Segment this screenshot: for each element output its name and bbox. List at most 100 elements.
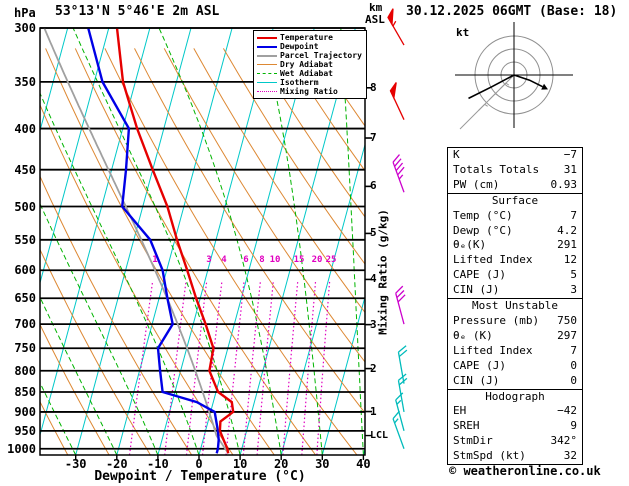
temperature-axis-title: Dewpoint / Temperature (°C): [94, 469, 306, 484]
pressure-tick-label: 350: [14, 74, 36, 89]
wind-barb: [395, 285, 406, 325]
temp-tick-label: 20: [273, 457, 289, 471]
km-tick-label: 8: [370, 80, 377, 94]
pressure-tick-label: 1000: [7, 441, 36, 456]
table-row: Lifted Index 12: [448, 253, 582, 268]
table-section: Most Unstable Pressure (mb) 750 θₑ (K) 297 Li…: [448, 298, 582, 388]
indices-table: K −7 Totals Totals 31 PW (cm) 0.93 Surface Temp…: [447, 147, 583, 466]
wind-barb: [395, 392, 405, 432]
pressure-tick-label: 600: [14, 263, 36, 278]
table-row: Pressure (mb) 750: [448, 314, 582, 329]
table-row: Temp (°C) 7: [448, 209, 582, 224]
table-row-label: CIN (J): [453, 373, 500, 387]
legend-line-sample: [257, 82, 277, 83]
table-row: StmDir 342°: [448, 434, 582, 449]
table-row-label: CAPE (J): [453, 268, 506, 282]
temperature-curve: [115, 28, 235, 454]
table-row-value: 750: [557, 313, 577, 327]
legend-line-sample: [257, 45, 277, 48]
table-section-header: Most Unstable: [471, 299, 559, 313]
km-tick-label: 3: [370, 317, 377, 331]
temp-tick-label: 10: [232, 457, 248, 471]
wind-barbs: [387, 8, 408, 449]
mixing-ratio-label: 1: [152, 255, 158, 265]
pressure-tick-label: 300: [14, 21, 36, 35]
hodograph: [455, 22, 573, 130]
mixing-ratio-label: 6: [243, 255, 249, 265]
pressure-tick-label: 500: [14, 199, 36, 214]
table-row: Dewp (°C) 4.2: [448, 224, 582, 239]
legend-item-label: Mixing Ratio: [280, 87, 338, 96]
legend-item-label: Temperature: [280, 33, 333, 42]
wind-barb: [389, 82, 405, 120]
table-row-label: CAPE (J): [453, 358, 506, 372]
table-section-header: Hodograph: [485, 389, 545, 403]
hodograph-unit-label: kt: [456, 26, 470, 39]
table-row: CIN (J) 0: [448, 374, 582, 389]
table-row-label: θₑ (K): [453, 328, 493, 342]
isotherms: [40, 28, 365, 455]
table-row: Lifted Index 7: [448, 344, 582, 359]
legend-line-sample: [257, 54, 277, 57]
mixing-ratio-label: 4: [221, 255, 227, 265]
legend-line-sample: [257, 91, 277, 92]
table-row: Totals Totals 31: [448, 163, 582, 178]
legend-item: Dry Adiabat: [254, 60, 366, 69]
table-row-label: SREH: [453, 419, 480, 433]
table-row: StmSpd (kt) 32: [448, 449, 582, 464]
mixing-ratio-label: 3: [206, 255, 212, 265]
hodograph-scale-barb: [488, 93, 499, 101]
legend-item-label: Dry Adiabat: [280, 60, 333, 69]
km-tick-label: 2: [370, 361, 377, 375]
altitude-axis-unit-asl: ASL: [365, 13, 385, 26]
legend-item: Mixing Ratio: [254, 87, 366, 96]
table-row: CIN (J) 3: [448, 283, 582, 298]
table-row-label: Pressure (mb): [453, 313, 540, 327]
legend-item: Dewpoint: [254, 42, 366, 51]
pressure-tick-label: 400: [14, 121, 36, 136]
legend: Temperature Dewpoint Parcel Trajectory Dry …: [253, 30, 367, 99]
table-row: EH −42: [448, 404, 582, 419]
legend-line-sample: [257, 36, 277, 39]
pressure-tick-label: 450: [14, 162, 36, 177]
table-row-value: 7: [570, 343, 577, 357]
pressure-tick-label: 550: [14, 232, 36, 247]
legend-item-label: Dewpoint: [280, 42, 319, 51]
mixing-ratio-lines: [128, 280, 331, 455]
table-row-value: 31: [563, 162, 577, 176]
table-section: Surface Temp (°C) 7 Dewp (°C) 4.2 θₑ(K) 291 Lif…: [448, 192, 582, 298]
table-section: K −7 Totals Totals 31 PW (cm) 0.93: [448, 148, 582, 193]
pressure-tick-label: 700: [14, 317, 36, 332]
mixing-ratio-axis-title: Mixing Ratio (g/kg): [376, 209, 390, 335]
table-row: PW (cm) 0.93: [448, 178, 582, 193]
table-row-value: −7: [563, 148, 577, 161]
profiles: [43, 28, 235, 454]
table-row: K −7: [448, 148, 582, 163]
table-row-value: 342°: [550, 434, 578, 448]
temp-tick-label: -20: [105, 457, 128, 471]
legend-item-label: Isotherm: [280, 78, 319, 87]
mixing-ratio-label: 8: [259, 255, 265, 265]
table-row-label: PW (cm): [453, 177, 500, 191]
pressure-tick-label: 900: [14, 404, 36, 419]
table-row-value: 0: [570, 373, 577, 387]
plot-frame: [39, 27, 366, 456]
legend-line-sample: [257, 64, 277, 65]
temp-tick-label: 30: [315, 457, 330, 471]
temp-tick-label: 40: [356, 457, 371, 471]
legend-item: Temperature: [254, 33, 366, 42]
wind-barb: [397, 373, 408, 413]
hodograph-arrowhead: [541, 83, 548, 90]
mixing-ratio-label: 10: [269, 255, 281, 265]
table-row-label: Lifted Index: [453, 253, 533, 267]
legend-item: Parcel Trajectory: [254, 51, 366, 60]
km-tick-label: 6: [370, 179, 377, 193]
legend-item: Wet Adiabat: [254, 69, 366, 78]
table-row-value: 5: [570, 268, 577, 282]
copyright: © weatheronline.co.uk: [449, 464, 601, 478]
table-row-value: 291: [557, 238, 577, 252]
km-tick-label: 5: [370, 226, 377, 240]
legend-item-label: Parcel Trajectory: [280, 51, 362, 60]
dewpoint-curve: [87, 28, 220, 454]
